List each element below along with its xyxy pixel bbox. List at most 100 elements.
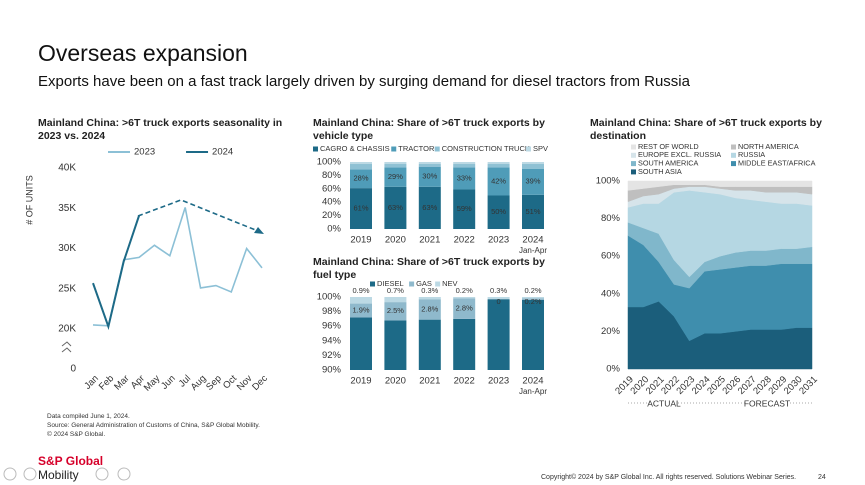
legend-label: MIDDLE EAST/AFRICA (738, 159, 816, 168)
y-tick-label: 100% (317, 292, 342, 303)
legend-label: SPV (533, 144, 548, 153)
bar-segment (384, 162, 407, 165)
bar-segment (453, 164, 476, 168)
bar-segment (487, 162, 510, 165)
bar-segment (522, 194, 544, 229)
data-label: 30% (422, 172, 437, 181)
bar-segment (522, 164, 544, 169)
x-tick-label: 2019 (350, 376, 371, 387)
y-tick-label: 96% (322, 321, 342, 332)
legend-label: EUROPE EXCL. RUSSIA (638, 150, 721, 159)
y-tick-label: 30K (58, 243, 76, 254)
bar-segment (487, 297, 510, 300)
y-tick-label: 0 (70, 364, 76, 375)
bar-segment (522, 299, 544, 370)
bar-segment (350, 303, 372, 318)
nav-icons (3, 467, 131, 481)
legend-swatch (731, 144, 736, 150)
series-line (92, 207, 263, 327)
y-tick-label: 60% (322, 183, 342, 194)
chart-title: Mainland China: Share of >6T truck expor… (590, 117, 822, 142)
legend-swatch (391, 146, 397, 152)
y-tick-label: 98% (322, 306, 342, 317)
x-tick-label: 2021 (419, 376, 440, 387)
bar-segment (453, 162, 476, 165)
x-tick-label: Jun (159, 373, 178, 392)
data-label: 29% (388, 172, 403, 181)
chart-title: Mainland China: Share of >6T truck expor… (313, 117, 545, 142)
y-tick-label: 100% (596, 176, 621, 187)
x-tick-label: 2020 (385, 235, 406, 246)
y-tick-label: 100% (317, 157, 342, 168)
bar-segment (350, 169, 372, 189)
page-number: 24 (818, 474, 826, 481)
bar-segment (487, 164, 510, 168)
footnote: © 2024 S&P Global. (47, 431, 106, 438)
annotation: FORECAST (744, 398, 790, 408)
y-tick-label: 92% (322, 350, 342, 361)
footnote: Source: General Administration of Custom… (47, 422, 260, 429)
x-tick-label: 2022 (454, 376, 475, 387)
bar-segment (384, 167, 407, 187)
data-label: 2.8% (456, 304, 473, 313)
data-label: 63% (422, 203, 437, 212)
footnotes: Data compiled June 1, 2024. Source: Gene… (47, 412, 260, 439)
bar-segment (350, 188, 372, 229)
data-label: 0.2% (524, 297, 541, 306)
y-tick-label: 90% (322, 365, 342, 376)
data-label: 33% (457, 173, 472, 182)
copyright: Copyright© 2024 by S&P Global Inc. All r… (541, 474, 797, 481)
legend-label: CAGRO & CHASSIS (320, 144, 390, 153)
y-tick-label: 60% (601, 251, 621, 262)
legend-label: SOUTH ASIA (638, 167, 682, 176)
bar-segment (350, 317, 372, 370)
legend-label: RUSSIA (738, 150, 765, 159)
trend-arrow (137, 199, 259, 232)
bar-segment (384, 164, 407, 168)
y-tick-label: 94% (322, 335, 342, 346)
y-tick-label: 80% (601, 213, 621, 224)
bar-segment (487, 299, 510, 370)
x-tick-label: 2031 (797, 374, 820, 397)
data-label: 42% (491, 176, 506, 185)
bar-segment (350, 297, 372, 304)
bar-segment (384, 320, 407, 370)
bar-segment (453, 189, 476, 229)
bar-segment (453, 167, 476, 190)
y-tick-label: 0% (327, 224, 341, 235)
data-label: 1.9% (352, 305, 369, 314)
category-note: Jan-Apr (519, 387, 547, 396)
brand-sub: Mobility (38, 468, 79, 482)
legend-label: CONSTRUCTION TRUCK (442, 144, 530, 153)
x-tick-label: Dec (250, 373, 270, 393)
data-label: 0.3% (490, 286, 507, 295)
legend-swatch (631, 144, 636, 150)
series-line (92, 215, 141, 331)
x-tick-label: 2024 (522, 376, 543, 387)
legend-swatch (370, 281, 375, 287)
legend-swatch (313, 146, 318, 152)
data-label: 0.2% (524, 286, 541, 295)
bar-segment (384, 302, 407, 321)
legend-swatch (435, 281, 441, 287)
legend-label: 2023 (134, 147, 155, 158)
bar-segment (384, 297, 407, 303)
footnote: Data compiled June 1, 2024. (47, 413, 130, 420)
legend-label: NEV (442, 279, 457, 288)
legend-swatch (434, 146, 440, 152)
bar-segment (453, 318, 476, 370)
bar-segment (418, 186, 441, 229)
legend-label: 2024 (212, 147, 233, 158)
chart-title: Mainland China: >6T truck exports season… (38, 117, 283, 142)
legend-label: REST OF WORLD (638, 142, 699, 151)
data-label: 59% (457, 204, 472, 213)
slide-subtitle: Exports have been on a fast track largel… (38, 73, 690, 90)
bar-segment (418, 166, 441, 187)
y-tick-label: 25K (58, 283, 76, 294)
y-tick-label: 20K (58, 324, 76, 335)
x-tick-label: 2024 (522, 235, 543, 246)
x-tick-label: 2022 (454, 235, 475, 246)
bar-segment (522, 162, 544, 165)
data-label: 63% (388, 203, 403, 212)
